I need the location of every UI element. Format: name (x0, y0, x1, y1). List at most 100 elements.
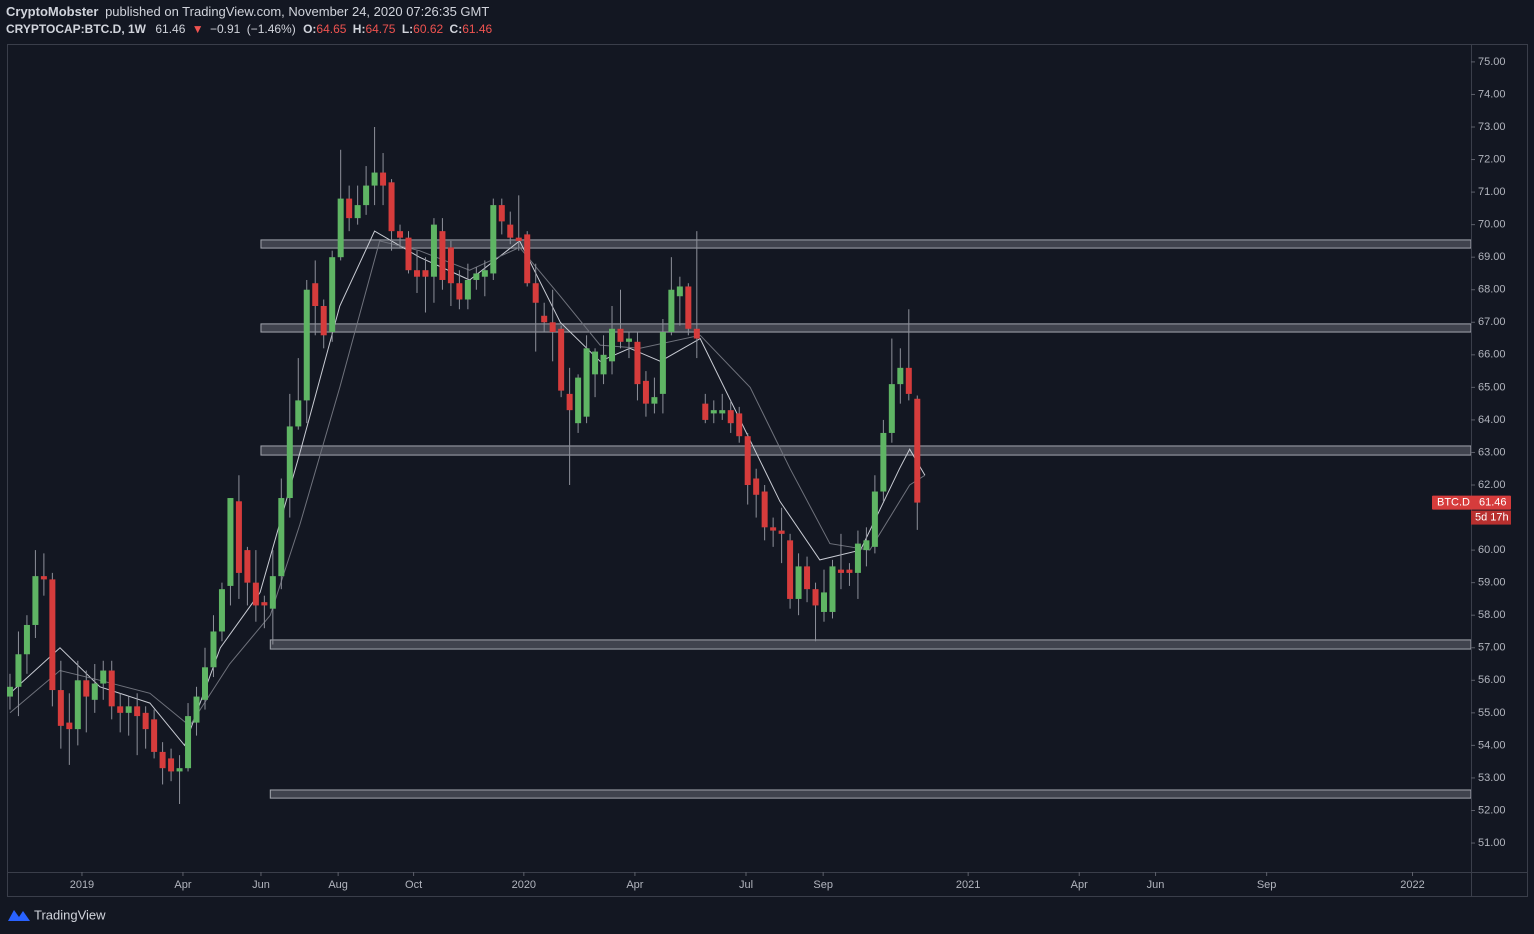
candle-body (235, 501, 242, 573)
y-tick-label: 70.00 (1478, 219, 1506, 231)
tradingview-logo (8, 910, 30, 921)
candle-body (549, 322, 556, 333)
candle-body (634, 341, 641, 385)
candle-body (515, 237, 522, 241)
candle-body (812, 589, 819, 606)
candle-body (32, 576, 39, 625)
plot-area (7, 126, 1471, 804)
y-tick-label: 66.00 (1478, 349, 1506, 361)
candle-body (422, 270, 429, 277)
symbol-line: CRYPTOCAP:BTC.D, 1W 61.46 ▼ −0.91 (−1.46… (6, 22, 493, 36)
zone (260, 323, 1471, 333)
y-tick-label: 52.00 (1478, 804, 1506, 816)
x-tick-label: Apr (1071, 879, 1088, 891)
x-tick-label: Apr (626, 879, 643, 891)
x-tick-label: Apr (174, 879, 191, 891)
candle-body (388, 182, 395, 232)
y-tick-label: 54.00 (1478, 739, 1506, 751)
candle-body (439, 231, 446, 280)
candle-body (787, 540, 794, 599)
candle-body (668, 289, 675, 333)
candle-body (252, 582, 259, 606)
candle-body (498, 205, 505, 222)
candle-body (575, 377, 582, 424)
candle-body (176, 768, 183, 772)
candle-body (821, 592, 828, 612)
y-tick-label: 75.00 (1478, 56, 1506, 68)
candle-body (312, 283, 319, 307)
x-tick-label: Jun (1147, 879, 1165, 891)
candle-body (490, 205, 497, 274)
candle-body (702, 403, 709, 420)
candle-body (380, 172, 387, 186)
candle-body (337, 198, 344, 258)
y-tick-label: 64.00 (1478, 414, 1506, 426)
candle-body (625, 338, 632, 342)
candle-body (244, 550, 251, 583)
candle-body (897, 367, 904, 385)
ohlc-label: L: (402, 22, 413, 36)
candle-body (363, 185, 370, 206)
y-tick-label: 57.00 (1478, 642, 1506, 654)
y-tick-label: 55.00 (1478, 707, 1506, 719)
y-tick-label: 58.00 (1478, 609, 1506, 621)
candle-body (413, 270, 420, 277)
price-tag-value: 61.46 (1479, 496, 1507, 508)
candle-body (15, 654, 22, 687)
price-tag-name: BTC.D (1437, 496, 1470, 508)
candle-body (507, 224, 514, 238)
candle-body (329, 257, 336, 333)
candle-body (23, 624, 30, 655)
candle-body (651, 397, 658, 404)
y-tick-label: 68.00 (1478, 284, 1506, 296)
x-tick-label: 2019 (70, 879, 94, 891)
y-tick-label: 72.00 (1478, 153, 1506, 165)
x-tick-label: 2020 (512, 879, 536, 891)
candle-body (303, 289, 310, 401)
candle-body (278, 498, 285, 577)
candle-body (524, 234, 531, 284)
candle-body (286, 426, 293, 499)
moving-average (9, 240, 926, 727)
candle-body (125, 706, 132, 713)
candle-body (66, 722, 73, 730)
candle-body (134, 706, 141, 717)
countdown: 5d 17h (1475, 511, 1509, 523)
change-arrow: ▼ (192, 22, 204, 36)
candle-body (473, 273, 480, 280)
y-tick-label: 69.00 (1478, 251, 1506, 263)
candle-body (49, 579, 56, 691)
candle-body (761, 491, 768, 528)
candle-body (727, 410, 734, 424)
candle-body (405, 237, 412, 271)
x-tick-label: Aug (328, 879, 348, 891)
candle-body (710, 410, 717, 414)
candle-body (447, 247, 454, 284)
x-tick-label: Oct (405, 879, 422, 891)
candle-body (642, 380, 649, 404)
candle-body (40, 576, 47, 580)
candle-body (151, 719, 158, 752)
x-tick-label: Sep (813, 879, 833, 891)
candle-body (117, 706, 124, 713)
candle-body (770, 527, 777, 531)
y-tick-label: 60.00 (1478, 544, 1506, 556)
zone (269, 789, 1471, 799)
candle-body (719, 410, 726, 414)
brand: TradingView (34, 907, 106, 922)
candle-body (871, 491, 878, 547)
candle-body (778, 530, 785, 534)
ohlc-value: 61.46 (462, 22, 492, 36)
candle-body (430, 224, 437, 277)
candle-body (880, 432, 887, 492)
frame (7, 44, 1528, 897)
y-tick-label: 59.00 (1478, 577, 1506, 589)
candle-body (829, 566, 836, 612)
candle-body (185, 716, 192, 769)
candle-body (227, 498, 234, 586)
y-tick-label: 63.00 (1478, 446, 1506, 458)
y-tick-label: 74.00 (1478, 88, 1506, 100)
y-tick-label: 65.00 (1478, 381, 1506, 393)
x-tick-label: 2021 (956, 879, 980, 891)
candle-body (91, 683, 98, 700)
